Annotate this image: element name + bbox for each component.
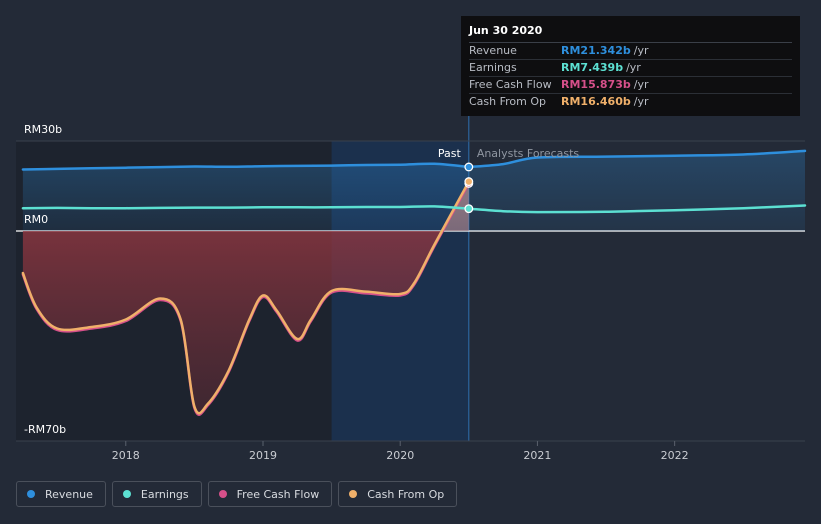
data-tooltip: Jun 30 2020 Revenue RM21.342b /yr Earnin… <box>461 16 800 116</box>
cash-negative-area <box>22 231 469 414</box>
legend-dot-icon <box>27 490 35 498</box>
tooltip-value: RM15.873b <box>561 78 631 91</box>
series-line-cash-from-op <box>21 180 471 415</box>
legend-item-cash-from-op[interactable]: Cash From Op <box>338 481 458 507</box>
tooltip-value: RM21.342b <box>561 44 631 57</box>
series-line-earnings <box>21 205 471 210</box>
tooltip-unit: /yr <box>626 61 641 74</box>
legend-dot-icon <box>218 490 227 498</box>
legend-item-revenue[interactable]: Revenue <box>16 481 106 507</box>
revenue-area <box>22 163 469 231</box>
legend-item-earnings[interactable]: Earnings <box>111 481 202 507</box>
series-line-revenue-forecast <box>467 149 807 169</box>
y-tick-label: RM0 <box>24 213 48 226</box>
tooltip-label: Free Cash Flow <box>469 78 552 91</box>
chart-legend: Revenue Earnings Free Cash Flow Cash Fro… <box>16 481 458 507</box>
x-tick-label: 2020 <box>386 449 414 462</box>
tooltip-unit: /yr <box>633 44 649 57</box>
forecast-label: Analysts Forecasts <box>477 147 580 160</box>
legend-dot-icon <box>122 490 131 498</box>
x-tick-label: 2021 <box>523 449 551 462</box>
series-line-earnings-forecast <box>467 204 807 214</box>
legend-label: Free Cash Flow <box>236 487 320 501</box>
tooltip-date: Jun 30 2020 <box>469 24 792 43</box>
legend-label: Cash From Op <box>367 487 445 501</box>
legend-dot-icon <box>349 490 358 498</box>
legend-item-free-cash-flow[interactable]: Free Cash Flow <box>207 481 333 507</box>
marker-earnings <box>464 204 474 214</box>
tooltip-unit: /yr <box>633 95 649 108</box>
y-tick-label: -RM70b <box>24 423 66 436</box>
tooltip-unit: /yr <box>633 78 649 91</box>
tooltip-label: Revenue <box>469 44 517 57</box>
tooltip-row-free-cash-flow: Free Cash Flow RM15.873b /yr <box>469 77 792 94</box>
tooltip-row-earnings: Earnings RM7.439b /yr <box>469 60 792 77</box>
tooltip-label: Cash From Op <box>469 95 547 108</box>
marker-revenue <box>464 162 474 172</box>
legend-label: Earnings <box>140 487 189 501</box>
legend-label: Revenue <box>45 487 93 501</box>
past-label: Past <box>438 147 462 160</box>
tooltip-value: RM7.439b <box>561 61 624 74</box>
marker-cash-from-op <box>464 177 474 187</box>
series-line-revenue <box>21 162 471 171</box>
revenue-area <box>468 150 805 231</box>
x-tick-label: 2018 <box>112 449 140 462</box>
y-tick-label: RM30b <box>24 123 62 136</box>
tooltip-label: Earnings <box>469 61 517 74</box>
tooltip-row-revenue: Revenue RM21.342b /yr <box>469 43 792 60</box>
tooltip-value: RM16.460b <box>561 95 631 108</box>
x-tick-label: 2019 <box>249 449 277 462</box>
tooltip-row-cash-from-op: Cash From Op RM16.460b /yr <box>469 94 792 110</box>
x-tick-label: 2022 <box>661 449 689 462</box>
